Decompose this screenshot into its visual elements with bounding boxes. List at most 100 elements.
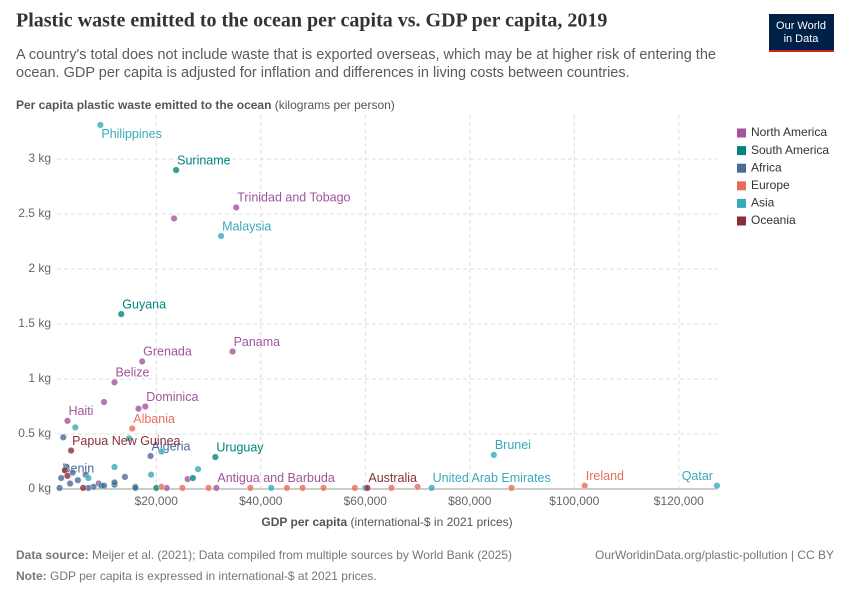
point bbox=[84, 474, 92, 482]
source: Data source: Meijer et al. (2021); Data … bbox=[16, 548, 512, 562]
legend-label: Europe bbox=[751, 178, 790, 192]
point bbox=[71, 423, 79, 431]
point bbox=[229, 348, 237, 356]
point bbox=[283, 484, 291, 492]
logo-text: in Data bbox=[784, 33, 820, 45]
point bbox=[351, 484, 359, 492]
url: OurWorldinData.org/plastic-pollution | C… bbox=[595, 548, 834, 562]
y-tick-label: 0.5 kg bbox=[18, 426, 51, 440]
point-label: Malaysia bbox=[222, 219, 271, 233]
x-tick-label: $80,000 bbox=[448, 494, 492, 508]
logo-bar bbox=[769, 50, 834, 52]
x-tick-label: $40,000 bbox=[239, 494, 283, 508]
point-label: Antigua and Barbuda bbox=[217, 471, 335, 485]
y-tick-label: 0 kg bbox=[28, 481, 51, 495]
point-label: Guyana bbox=[122, 297, 166, 311]
y-tick-label: 1 kg bbox=[28, 371, 51, 385]
point-label: Uruguay bbox=[216, 440, 264, 454]
legend-swatch bbox=[737, 146, 746, 156]
point-label: Albania bbox=[133, 412, 175, 426]
point bbox=[147, 471, 155, 479]
source-text: Meijer et al. (2021); Data compiled from… bbox=[92, 548, 512, 562]
point bbox=[67, 447, 75, 455]
point-label: Ireland bbox=[586, 469, 624, 483]
point bbox=[69, 469, 77, 477]
point bbox=[490, 451, 498, 459]
legend-swatch bbox=[737, 198, 746, 208]
point bbox=[414, 483, 422, 491]
logo-text: Our World bbox=[776, 20, 826, 32]
point bbox=[110, 478, 118, 486]
point bbox=[267, 484, 275, 492]
point-label: Grenada bbox=[143, 345, 192, 359]
point-label: Papua New Guinea bbox=[72, 434, 180, 448]
point bbox=[212, 484, 220, 492]
legend-swatch bbox=[737, 163, 746, 173]
point-label: United Arab Emirates bbox=[433, 471, 551, 485]
point bbox=[100, 482, 108, 490]
y-tick-label: 2.5 kg bbox=[18, 206, 51, 220]
point bbox=[581, 482, 589, 490]
legend-swatch bbox=[737, 216, 746, 226]
point bbox=[63, 472, 71, 480]
y-tick-label: 2 kg bbox=[28, 261, 51, 275]
point bbox=[147, 452, 155, 460]
x-tick-label: $60,000 bbox=[344, 494, 388, 508]
legend-swatch bbox=[737, 181, 746, 191]
y-tick-label: 1.5 kg bbox=[18, 316, 51, 330]
point bbox=[56, 484, 64, 492]
y-tick-label: 3 kg bbox=[28, 151, 51, 165]
x-axis-title-main: GDP per capita bbox=[261, 515, 347, 529]
point bbox=[74, 476, 82, 484]
source-label: Data source: bbox=[16, 548, 89, 562]
legend-label: Africa bbox=[751, 160, 782, 174]
legend-swatch bbox=[737, 128, 746, 138]
subtitle-box: A country's total does not include waste… bbox=[16, 47, 716, 81]
point bbox=[217, 232, 225, 240]
point-label: Haiti bbox=[68, 404, 93, 418]
point bbox=[158, 448, 166, 456]
x-tick-label: $100,000 bbox=[549, 494, 599, 508]
point bbox=[125, 434, 133, 442]
note-text: GDP per capita is expressed in internati… bbox=[50, 569, 377, 583]
point bbox=[158, 483, 166, 491]
point bbox=[96, 121, 104, 129]
point bbox=[428, 484, 436, 492]
chart-title: Plastic waste emitted to the ocean per c… bbox=[16, 10, 607, 32]
note-label: Note: bbox=[16, 569, 47, 583]
legend-label: Oceania bbox=[751, 213, 796, 227]
point bbox=[319, 484, 327, 492]
point-label: Dominica bbox=[146, 390, 198, 404]
point bbox=[141, 403, 149, 411]
point bbox=[66, 480, 74, 488]
y-axis-title-unit: (kilograms per person) bbox=[275, 98, 395, 112]
point bbox=[63, 417, 71, 425]
point bbox=[299, 484, 307, 492]
point bbox=[138, 357, 146, 365]
point bbox=[79, 484, 87, 492]
x-axis-title: GDP per capita (international-$ in 2021 … bbox=[261, 515, 512, 529]
point bbox=[131, 484, 139, 492]
point-label: Trinidad and Tobago bbox=[237, 191, 350, 205]
point bbox=[232, 203, 240, 211]
point bbox=[135, 405, 143, 413]
point-label: Suriname bbox=[177, 153, 231, 167]
point bbox=[57, 474, 65, 482]
point bbox=[387, 484, 395, 492]
point bbox=[189, 474, 197, 482]
point bbox=[713, 482, 721, 490]
point bbox=[508, 484, 516, 492]
point-label: Belize bbox=[115, 366, 149, 380]
point-label: Brunei bbox=[495, 438, 531, 452]
point bbox=[59, 433, 67, 441]
legend-label: North America bbox=[751, 125, 827, 139]
legend-label: Asia bbox=[751, 196, 775, 210]
point bbox=[170, 214, 178, 222]
x-tick-label: $20,000 bbox=[135, 494, 179, 508]
point bbox=[110, 378, 118, 386]
logo bbox=[769, 14, 834, 52]
point bbox=[205, 484, 213, 492]
y-axis-title: Per capita plastic waste emitted to the … bbox=[16, 98, 395, 112]
point bbox=[117, 310, 125, 318]
